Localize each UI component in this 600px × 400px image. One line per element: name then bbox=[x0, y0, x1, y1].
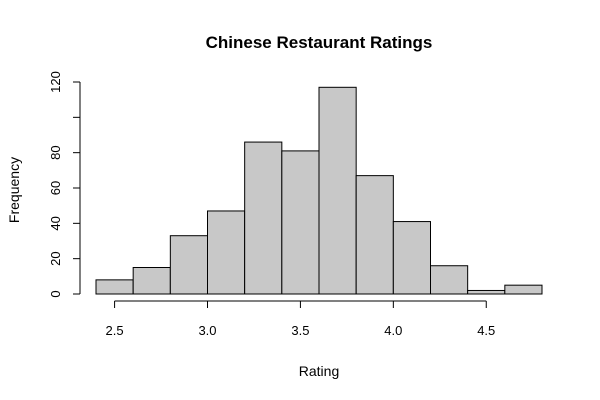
y-tick-label: 60 bbox=[48, 181, 63, 195]
histogram-bar bbox=[281, 150, 320, 295]
y-tick-label: 40 bbox=[48, 216, 63, 230]
histogram-bar bbox=[355, 175, 394, 295]
histogram-bar bbox=[95, 279, 134, 295]
histogram-bar bbox=[392, 221, 432, 295]
y-tick-label: 80 bbox=[48, 145, 63, 159]
x-tick-label: 4.5 bbox=[477, 323, 495, 338]
x-axis-label: Rating bbox=[299, 363, 339, 379]
histogram-bar bbox=[467, 289, 506, 295]
histogram-bar bbox=[244, 141, 283, 295]
bars-group bbox=[95, 86, 543, 295]
x-tick-label: 3.0 bbox=[198, 323, 216, 338]
histogram-bar bbox=[430, 265, 469, 295]
x-tick-label: 4.0 bbox=[384, 323, 402, 338]
y-tick-label: 120 bbox=[48, 71, 63, 93]
y-tick-label: 0 bbox=[48, 290, 63, 297]
histogram-bar bbox=[318, 86, 357, 295]
y-axis: 0 20 40 60 80 120 bbox=[48, 71, 81, 298]
chart-title: Chinese Restaurant Ratings bbox=[206, 33, 433, 52]
x-tick-label: 2.5 bbox=[106, 323, 124, 338]
x-tick-label: 3.5 bbox=[291, 323, 309, 338]
histogram-bar bbox=[132, 267, 171, 295]
histogram-bar bbox=[169, 235, 208, 295]
histogram-bar bbox=[504, 284, 543, 295]
y-axis-label: Frequency bbox=[6, 157, 22, 223]
histogram-bar bbox=[207, 210, 246, 295]
x-axis: 2.5 3.0 3.5 4.0 4.5 bbox=[106, 300, 495, 338]
y-tick-label: 20 bbox=[48, 251, 63, 265]
